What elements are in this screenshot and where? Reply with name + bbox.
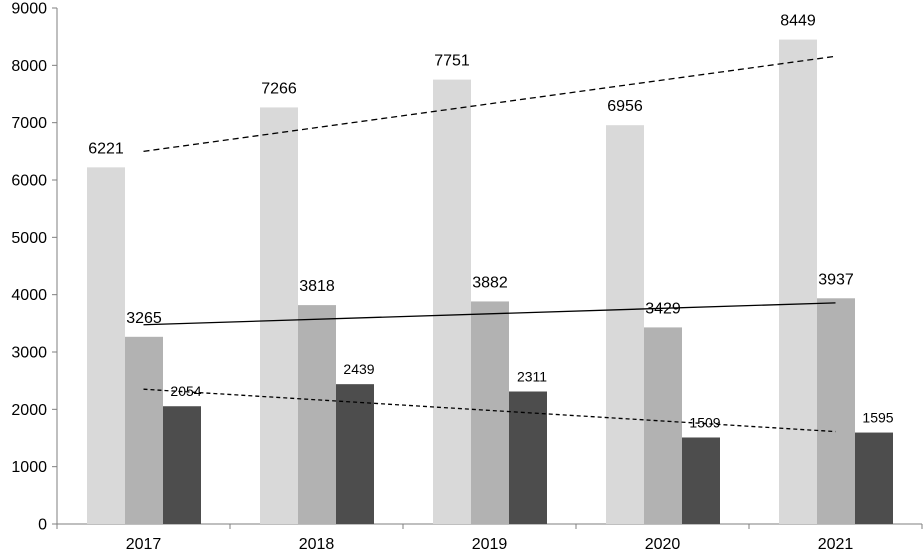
x-category-label: 2020	[645, 536, 681, 553]
y-tick-label: 5000	[11, 230, 47, 247]
y-tick-label: 3000	[11, 345, 47, 362]
data-label: 3818	[299, 278, 335, 295]
data-label: 8449	[780, 13, 816, 30]
y-tick-label: 4000	[11, 287, 47, 304]
y-tick-label: 1000	[11, 459, 47, 476]
y-tick-label: 7000	[11, 115, 47, 132]
data-label: 3429	[645, 300, 681, 317]
bar	[260, 107, 298, 524]
bar	[779, 39, 817, 524]
data-label: 2054	[170, 383, 201, 399]
bar	[471, 301, 509, 524]
bar	[163, 406, 201, 524]
bar	[433, 79, 471, 524]
bar	[298, 305, 336, 524]
trendline	[143, 388, 836, 433]
data-label: 3882	[472, 274, 508, 291]
y-tick-label: 9000	[11, 1, 47, 18]
data-labels: 6221 7266 7751 6956 8449 3265 3818 3882 3429 3937…	[88, 13, 894, 431]
trendline	[143, 55, 836, 153]
y-axis: 0 1000 2000 3000 4000 5000 6000 7000 8000 9000	[11, 1, 58, 534]
x-category-label: 2019	[472, 536, 508, 553]
data-label: 1595	[862, 410, 893, 426]
data-label: 2311	[517, 369, 547, 385]
y-tick-label: 6000	[11, 173, 47, 190]
trendlines	[143, 55, 836, 433]
bar	[644, 327, 682, 524]
x-axis: 2017 2018 2019 2020 2021	[56, 523, 923, 553]
data-label: 7266	[261, 80, 297, 97]
bar	[87, 167, 125, 524]
data-label: 7751	[434, 53, 470, 70]
bar	[336, 384, 374, 524]
x-category-label: 2021	[818, 536, 854, 553]
bars	[87, 39, 893, 524]
data-label: 1509	[689, 414, 720, 430]
x-category-label: 2017	[126, 536, 162, 553]
data-label: 6221	[88, 140, 124, 157]
y-tick-label: 8000	[11, 58, 47, 75]
data-label: 6956	[607, 98, 643, 115]
y-tick-label: 2000	[11, 402, 47, 419]
trendline	[143, 302, 836, 326]
bar	[125, 336, 163, 524]
bar	[682, 437, 720, 524]
bar	[606, 125, 644, 524]
bar	[817, 298, 855, 524]
data-label: 3937	[818, 271, 854, 288]
bar	[855, 432, 893, 524]
data-label: 3265	[126, 310, 162, 327]
x-category-label: 2018	[299, 536, 335, 553]
bar	[509, 391, 547, 524]
y-tick-label: 0	[38, 517, 47, 534]
data-label: 2439	[343, 361, 374, 377]
